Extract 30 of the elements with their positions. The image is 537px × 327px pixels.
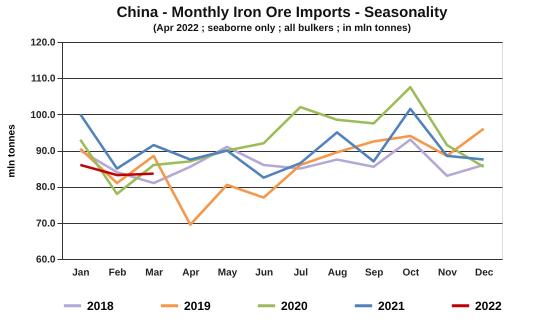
legend-label: 2019 [184, 298, 212, 313]
chart-subtitle: (Apr 2022 ; seaborne only ; all bulkers ; in mln tonnes) [153, 23, 411, 34]
y-axis-title: mln tonnes [6, 124, 18, 178]
y-tick-label: 100.0 [30, 110, 56, 121]
chart-title: China - Monthly Iron Ore Imports - Seasonality [116, 4, 448, 21]
y-tick-label: 80.0 [36, 182, 56, 194]
x-tick-label: Oct [402, 268, 420, 278]
x-tick-label: Jan [72, 268, 90, 278]
x-tick-label: Feb [108, 268, 126, 278]
legend-label: 2018 [87, 298, 114, 313]
x-tick-label: Mar [145, 268, 164, 278]
x-tick-label: Sep [364, 268, 384, 278]
line-series [79, 128, 485, 226]
x-tick-label: Apr [182, 268, 200, 278]
y-tick-label: 110.0 [31, 74, 56, 85]
line-series [79, 86, 485, 196]
legend-label: 2021 [378, 298, 406, 313]
y-tick-label: 90.0 [36, 146, 56, 157]
legend-label: 2020 [281, 298, 308, 313]
x-tick-label: Aug [328, 268, 348, 278]
x-tick-label: Dec [474, 268, 494, 278]
legend-label: 2022 [475, 298, 502, 313]
line-series [79, 108, 485, 179]
y-tick-label: 70.0 [36, 218, 56, 230]
x-tick-label: Jul [294, 268, 308, 278]
x-tick-label: Jun [255, 268, 274, 278]
y-tick-label: 60.0 [36, 254, 56, 266]
x-tick-label: Nov [438, 268, 458, 278]
x-tick-label: May [218, 268, 238, 278]
y-tick-label: 120.0 [30, 38, 56, 48]
